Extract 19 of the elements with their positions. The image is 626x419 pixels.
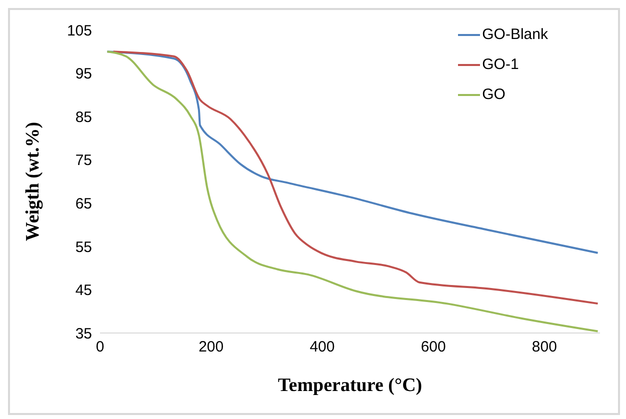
line-series xyxy=(106,50,599,254)
y-tick-label: 75 xyxy=(75,152,92,170)
x-tick-label: 400 xyxy=(310,338,335,356)
x-axis-title: Temperature (°C) xyxy=(278,375,422,396)
y-tick-label: 45 xyxy=(75,282,92,300)
y-tick-label: 55 xyxy=(75,238,92,256)
legend-label: GO-1 xyxy=(482,55,519,75)
x-tick-label: 800 xyxy=(532,338,557,356)
y-tick-label: 65 xyxy=(75,195,92,212)
x-tick-label: 600 xyxy=(420,338,446,356)
y-tick-label: 105 xyxy=(66,22,92,40)
legend-label: GO xyxy=(482,85,506,105)
x-tick-label: 200 xyxy=(198,338,224,356)
y-axis-title: Weigth (wt.%) xyxy=(22,122,44,242)
y-tick-label: 95 xyxy=(75,66,92,83)
x-tick-label: 0 xyxy=(96,338,104,356)
legend-label: GO-Blank xyxy=(482,25,548,45)
y-tick-label: 85 xyxy=(75,108,92,126)
y-tick-label: 35 xyxy=(75,325,92,342)
